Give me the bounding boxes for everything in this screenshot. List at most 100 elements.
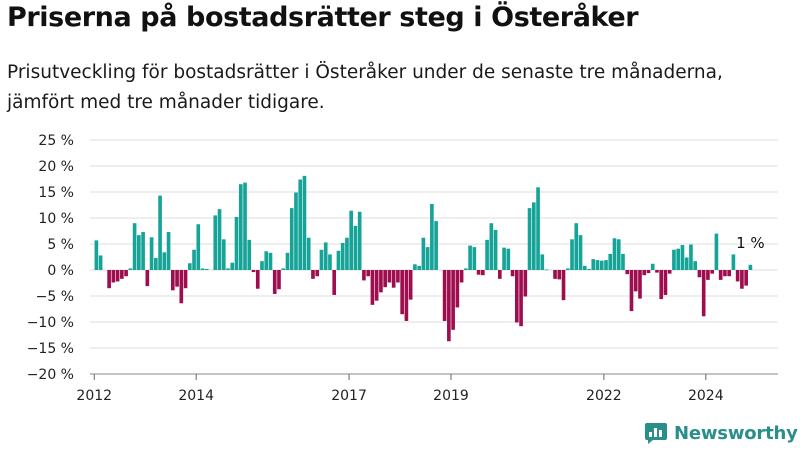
bar: [625, 270, 630, 275]
bar: [345, 237, 349, 270]
newsworthy-logo-icon: [645, 423, 667, 444]
y-tick-label: 20 %: [38, 159, 74, 175]
bar: [434, 221, 438, 270]
bar: [629, 270, 634, 312]
bar: [561, 270, 566, 301]
bar: [659, 270, 664, 300]
bar: [247, 239, 252, 270]
bar: [472, 247, 477, 270]
bar: [731, 254, 736, 270]
bar: [442, 270, 447, 321]
bar: [128, 268, 133, 270]
bar: [667, 270, 672, 274]
bar: [413, 264, 417, 270]
y-tick-label: 0 %: [47, 263, 74, 279]
x-tick-label: 2017: [331, 388, 367, 404]
bar: [115, 270, 120, 282]
bar: [697, 270, 702, 278]
bar: [374, 270, 379, 301]
bar: [387, 270, 392, 283]
bar: [455, 270, 460, 308]
bar: [608, 253, 613, 270]
bar: [748, 264, 753, 270]
bar: [430, 203, 434, 270]
bar: [714, 233, 719, 270]
bar: [111, 270, 116, 283]
bar: [349, 210, 354, 270]
bar: [510, 270, 515, 277]
bar: [379, 270, 383, 293]
bar: [421, 237, 426, 270]
bar: [98, 255, 103, 270]
bar: [285, 252, 290, 270]
y-tick-label: 10 %: [38, 211, 74, 227]
x-tick-label: 2012: [76, 388, 112, 404]
bar: [633, 270, 638, 292]
bar: [527, 208, 532, 270]
bar: [604, 260, 608, 270]
y-tick-label: 15 %: [38, 185, 74, 201]
bar: [565, 268, 570, 270]
bar: [744, 270, 748, 286]
bar: [383, 270, 387, 288]
y-tick-label: 25 %: [38, 133, 74, 149]
bar: [638, 270, 642, 299]
bar: [332, 270, 337, 295]
bar: [336, 250, 341, 270]
last-value-label: 1 %: [736, 234, 765, 252]
bar: [485, 239, 489, 270]
bar: [481, 270, 485, 276]
bar: [158, 195, 162, 270]
bar: [323, 242, 328, 270]
bar: [459, 270, 464, 283]
x-tick-label: 2014: [178, 388, 214, 404]
bar: [591, 259, 596, 270]
bar: [425, 247, 430, 270]
bar: [226, 268, 230, 270]
bar: [238, 184, 243, 270]
bar: [616, 239, 621, 270]
y-tick-label: 5 %: [47, 237, 74, 253]
bar: [502, 247, 506, 270]
bar: [124, 270, 128, 277]
bar: [735, 270, 740, 282]
bar: [175, 270, 179, 287]
newsworthy-logo-text: Newsworthy: [674, 422, 798, 444]
bar: [234, 216, 239, 270]
x-tick-label: 2022: [586, 388, 622, 404]
bar: [272, 270, 277, 294]
bar: [396, 270, 400, 283]
bar: [391, 270, 396, 288]
bar: [255, 270, 260, 289]
bar: [578, 235, 583, 270]
bar: [655, 270, 659, 273]
bar: [672, 249, 676, 270]
bar: [264, 251, 269, 270]
bar: [120, 270, 124, 279]
bar: [519, 270, 523, 327]
x-axis: 2012 2014 2017 2019 2022 2024: [76, 373, 778, 404]
bar: [145, 270, 150, 287]
bar: [94, 240, 99, 270]
bar: [464, 268, 468, 270]
bar: [557, 270, 562, 280]
bar: [621, 253, 625, 270]
bar: [489, 223, 494, 270]
bar: [447, 270, 451, 342]
bar: [137, 235, 141, 270]
bar: [612, 238, 617, 270]
bar: [166, 232, 171, 270]
y-tick-label: −5 %: [36, 289, 74, 305]
bar: [179, 270, 184, 304]
bar: [340, 242, 345, 270]
bar: [506, 248, 511, 270]
bar: [192, 249, 196, 270]
bar: [230, 262, 235, 270]
annotations: 1 %: [736, 234, 765, 252]
y-tick-label: −20 %: [27, 367, 74, 383]
bar: [362, 270, 366, 281]
bars: [94, 175, 753, 342]
y-tick-label: −10 %: [27, 315, 74, 331]
bar: [701, 270, 706, 317]
newsworthy-logo: Newsworthy: [644, 420, 798, 446]
